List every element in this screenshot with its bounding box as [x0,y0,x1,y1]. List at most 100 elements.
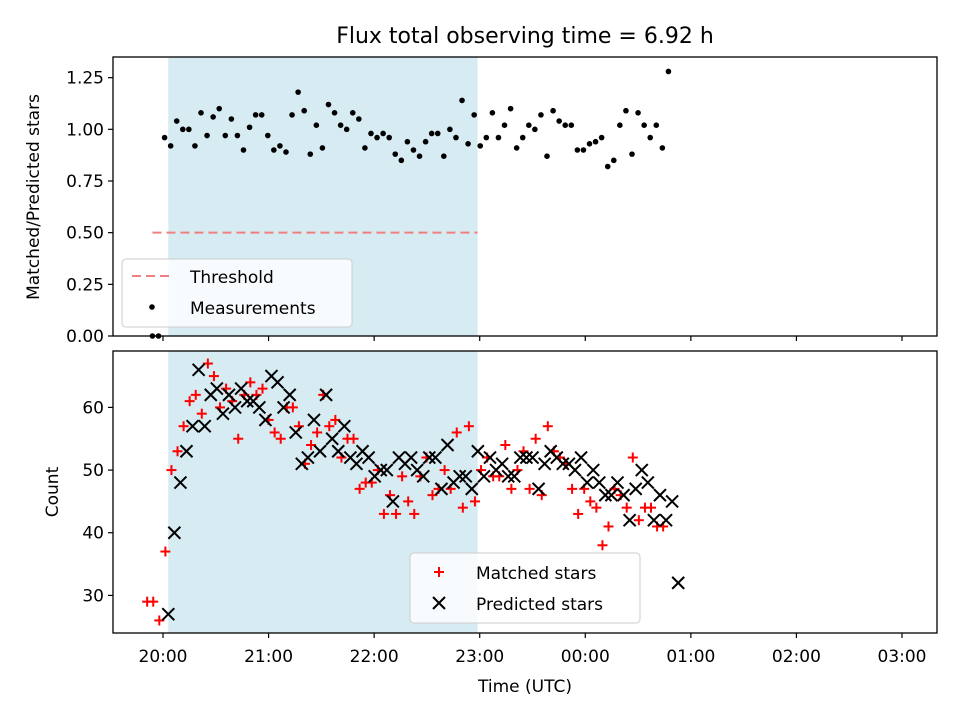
measurement-point [617,122,623,128]
predicted-star-point [440,438,455,452]
measurement-point [301,107,308,114]
matched-star-point [233,433,244,444]
predicted-star-point [173,475,188,490]
measurement-point [659,145,666,151]
predicted-star-point [610,475,625,490]
measurement-point [295,89,301,95]
predicted-star-point [586,463,600,477]
top-y-tick-label: 0.25 [66,275,104,295]
predicted-star-point [349,457,364,471]
measurement-point [459,97,465,104]
measurement-point [647,134,654,141]
measurement-point [161,134,168,141]
matched-star-point [633,515,644,526]
measurement-point [234,132,241,139]
chart-title: Flux total observing time = 6.92 h [336,24,714,49]
matched-star-point [403,496,414,507]
matched-star-point [324,421,335,432]
matched-star-point [196,408,207,419]
predicted-star-point [483,450,497,465]
predicted-star-point [647,513,661,527]
matched-legend-swatch [434,567,444,577]
predicted-star-point [537,457,552,471]
predicted-star-point [604,488,619,502]
matched-star-point [597,540,608,551]
threshold-legend-label: Threshold [189,268,274,288]
measurement-point [441,153,447,159]
predicted-star-point [416,469,430,484]
matched-star-point [469,496,480,507]
x-axis-label: Time (UTC) [477,677,572,697]
measurement-point [629,151,635,157]
top-y-tick-label: 1.25 [66,69,104,89]
predicted-star-point [531,482,546,496]
predicted-star-point [653,488,667,502]
measurement-point [465,141,471,147]
matched-star-point [621,502,632,513]
measurement-point [331,110,338,116]
predicted-star-point [374,463,388,477]
measurement-point [495,134,502,141]
predicted-star-point [404,450,418,465]
x-tick-label: 02:00 [772,647,821,667]
predicted-star-point [331,444,345,458]
measurement-point [374,134,380,141]
bottom-y-tick-label: 30 [82,586,104,606]
measurement-point [422,138,429,145]
matched-star-point [591,502,602,513]
measurement-point [580,147,587,153]
measurement-point [550,107,556,114]
predicted-star-point [568,463,582,477]
matched-star-point [348,433,359,444]
matched-star-point [354,483,365,494]
measurement-point [538,112,544,118]
measurement-point [380,130,386,137]
matched-star-point [178,421,189,432]
predicted-star-point [191,363,206,377]
predicted-star-point [459,469,473,484]
measurement-point [477,143,484,149]
top-y-tick-label: 0.50 [66,224,104,244]
matched-star-point [506,483,517,494]
measurement-point [604,163,611,170]
top-y-tick-label: 1.00 [66,120,104,140]
measurement-point [349,110,356,116]
predicted-star-point [665,494,679,509]
predicted-star-point [428,450,443,465]
measurement-point [574,147,581,153]
measurement-point [410,147,417,153]
matched-star-point [172,446,183,457]
measurement-point [283,149,289,155]
measurement-point [277,143,283,149]
measurement-point [192,143,198,149]
predicted-legend-swatch [432,596,446,610]
measurement-point [404,138,411,145]
predicted-star-point [519,450,534,465]
measurement-point [471,112,477,118]
matched-star-point [312,427,323,438]
top-y-tick-label: 0.75 [66,172,104,192]
predicted-star-point [622,513,637,527]
matched-star-point [524,483,535,494]
measurement-point [252,112,259,118]
measurement-point [556,118,562,124]
measurement-point [216,105,223,112]
predicted-star-point [185,419,200,433]
matched-star-point [585,496,596,507]
matched-star-point [160,546,171,557]
predicted-star-point [301,450,315,465]
predicted-star-point [513,450,528,465]
matched-star-point [275,433,286,444]
predicted-star-point [507,469,521,484]
measurement-point [325,101,332,108]
measurement-point [356,116,362,122]
measurement-point [641,122,647,128]
predicted-star-point [574,450,588,465]
x-tick-label: 20:00 [139,647,188,667]
predicted-star-point [167,526,182,540]
predicted-star-point [325,432,339,446]
predicted-star-point [252,400,267,415]
predicted-star-point [465,482,479,496]
matched-star-point [451,427,462,438]
